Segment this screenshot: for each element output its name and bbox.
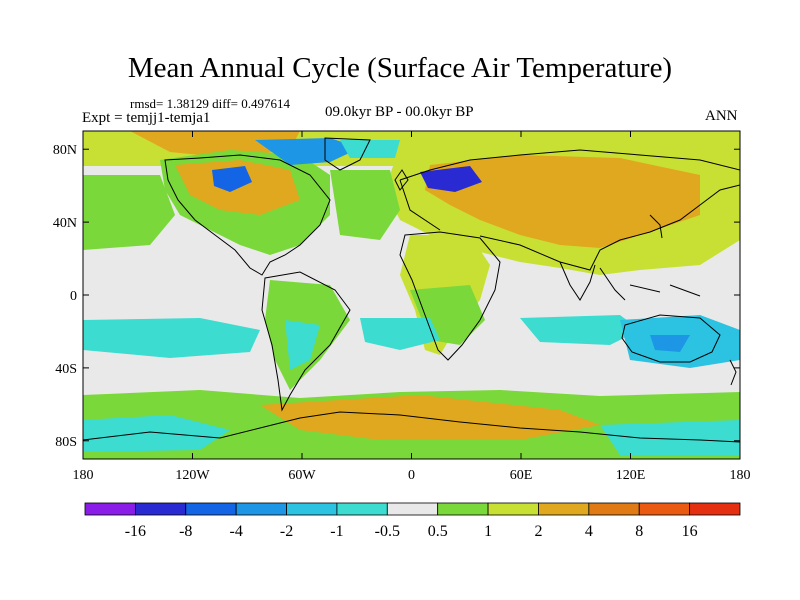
coastline-africa (399, 231, 501, 361)
axis-ticks: 180 120W 60W 0 60E 120E 180 80N 40N 0 40S 80S (53, 131, 751, 483)
colorbar-swatch (487, 502, 539, 516)
scandinavia-cooling (420, 166, 482, 192)
eurasia-orange-region (425, 155, 700, 248)
colorbar-swatch (638, 502, 691, 516)
colorbar-label: -4 (229, 523, 242, 540)
arctic-orange-patch (130, 131, 300, 158)
colorbar-swatch (538, 502, 590, 516)
colorbar: -16 -8 -4 -2 -1 -0.5 0.5 1 2 4 8 16 (84, 502, 741, 540)
stats-label: rmsd= 1.38129 diff= 0.497614 (130, 96, 290, 111)
y-tick-label: 0 (70, 289, 77, 304)
coastline-eurasia (399, 149, 740, 271)
coastline-india (559, 261, 596, 301)
colorbar-swatch (185, 502, 237, 516)
x-tick-label: 60E (510, 468, 533, 483)
antarctica-east-cooling (600, 420, 740, 455)
coastline-north-america (164, 154, 331, 276)
south-atlantic-cooling (360, 318, 440, 350)
arctic-cyan-patch (340, 140, 400, 158)
x-tick-label: 0 (408, 468, 415, 483)
experiment-label: Expt = temjj1-temja1 (82, 110, 211, 126)
x-tick-label: 60W (288, 468, 316, 483)
coastlines (83, 137, 740, 443)
colorbar-label: 1 (484, 523, 492, 540)
colorbar-label: -8 (179, 523, 192, 540)
colorbar-swatch (134, 502, 187, 516)
colorbar-label: 4 (585, 523, 593, 540)
indian-ocean-cooling (520, 315, 640, 345)
colorbar-label: 16 (682, 523, 698, 540)
colorbar-label: 0.5 (428, 523, 448, 540)
hudson-cooling (212, 166, 252, 192)
greenland-cooling (255, 138, 360, 165)
colorbar-label: 2 (534, 523, 542, 540)
colorbar-swatch (235, 502, 287, 516)
coastline-south-america (261, 271, 351, 412)
australia-core-cooling (650, 335, 690, 352)
antarctica-warm (260, 395, 600, 440)
atlantic-green-region (330, 170, 400, 240)
coastline-antarctica (83, 411, 740, 443)
chart-title: Mean Annual Cycle (Surface Air Temperatu… (127, 52, 673, 84)
season-label: ANN (705, 108, 738, 124)
y-tick-label: 80N (53, 143, 77, 158)
x-tick-label: 180 (73, 468, 94, 483)
coastline-greenland (324, 137, 371, 171)
y-tick-label: 80S (55, 435, 77, 450)
period-label: 09.0kyr BP - 00.0kyr BP (325, 104, 474, 120)
pacific-green-region (83, 175, 175, 250)
x-tick-label: 120W (175, 468, 210, 483)
colorbar-swatch (386, 502, 439, 516)
south-pacific-cooling (83, 318, 260, 358)
coastline-australia (621, 314, 721, 363)
colorbar-label: -2 (280, 523, 293, 540)
colorbar-label: -16 (125, 523, 146, 540)
colorbar-label: -0.5 (375, 523, 400, 540)
y-tick-label: 40N (53, 216, 77, 231)
colorbar-label: 8 (635, 523, 643, 540)
map-area (83, 131, 740, 459)
coastline-southeast-asia (599, 267, 701, 301)
colorbar-label: -1 (330, 523, 343, 540)
colorbar-swatch (437, 502, 489, 516)
coastline-new-zealand (729, 359, 737, 386)
x-tick-label: 120E (616, 468, 646, 483)
colorbar-swatch (588, 502, 640, 516)
colorbar-swatch (84, 502, 136, 516)
y-tick-label: 40S (55, 362, 77, 377)
coastline-japan (649, 214, 663, 239)
south-america-cooling (285, 320, 320, 370)
x-tick-label: 180 (730, 468, 751, 483)
colorbar-swatch (689, 502, 741, 516)
antarctica-west-cooling (83, 415, 230, 452)
coastline-britain (394, 169, 409, 191)
colorbar-swatch (286, 502, 338, 516)
colorbar-swatch (336, 502, 388, 516)
